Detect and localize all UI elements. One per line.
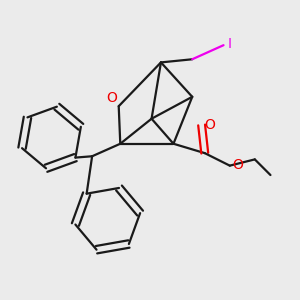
Text: O: O <box>204 118 215 132</box>
Text: I: I <box>227 37 231 51</box>
Text: O: O <box>232 158 243 172</box>
Text: O: O <box>106 91 117 105</box>
